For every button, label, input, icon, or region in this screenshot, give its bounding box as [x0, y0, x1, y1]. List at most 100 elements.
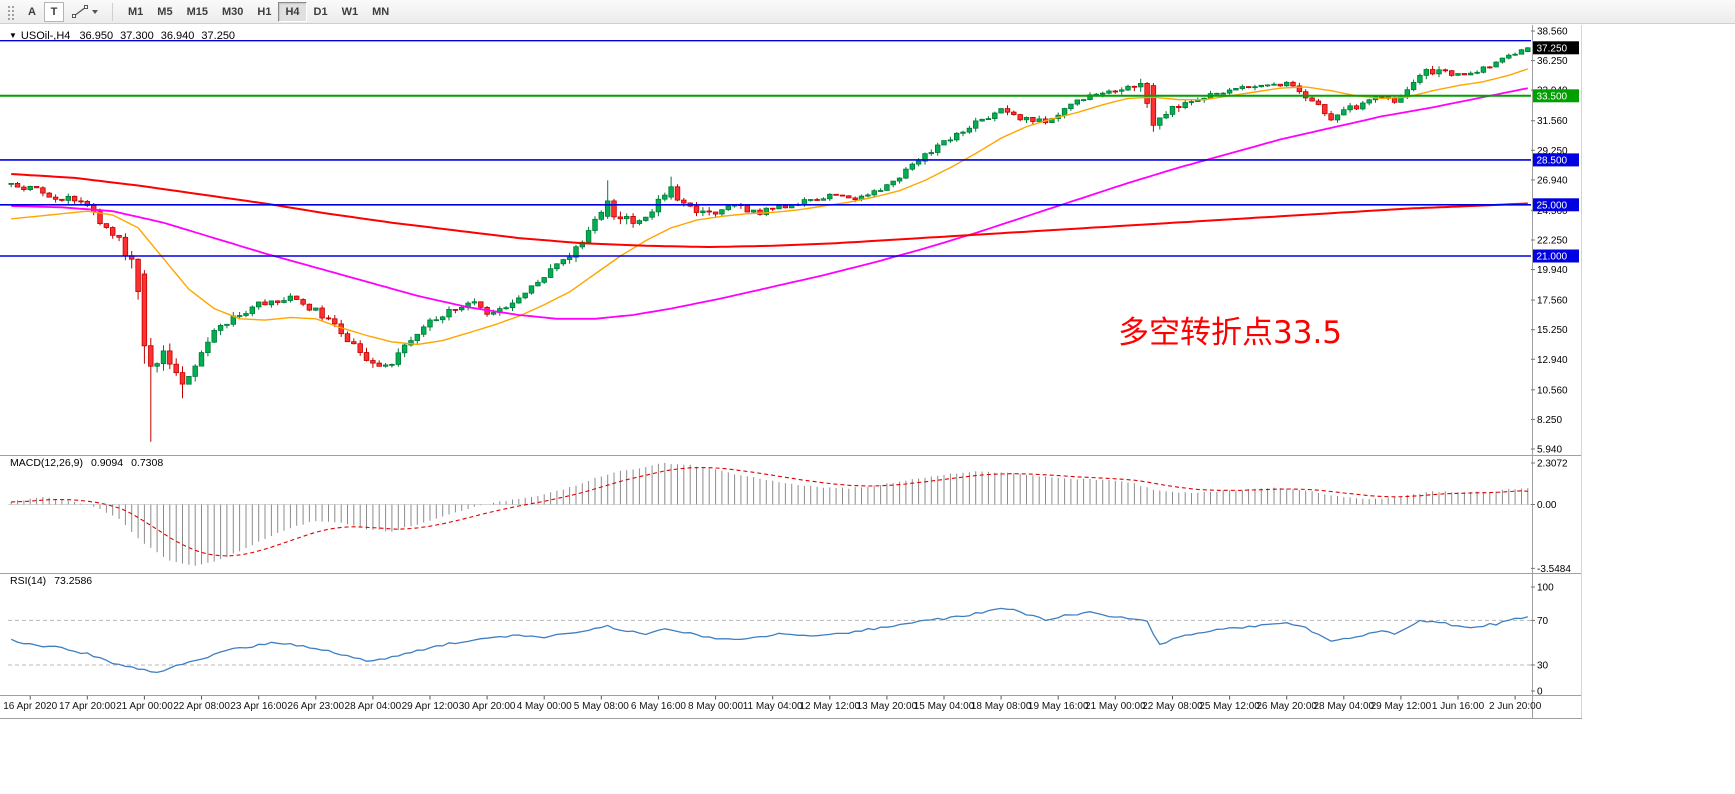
time-axis-label: 11 May 04:00 — [743, 701, 803, 712]
time-axis-label: 2 Jun 20:00 — [1489, 701, 1542, 712]
ma-line-slow — [11, 173, 1528, 249]
chart-high-value: 37.300 — [120, 30, 154, 42]
chart-close-value: 37.250 — [201, 30, 236, 42]
price-axis-label: 38.560 — [1537, 27, 1568, 38]
time-axis-label: 22 Apr 08:00 — [173, 701, 230, 712]
price-axis-label: 8.250 — [1537, 415, 1562, 426]
timeframe-button-mn[interactable]: MN — [372, 5, 390, 18]
time-axis-label: 26 May 20:00 — [1256, 701, 1317, 712]
rsi-label-row: RSI(14) 73.2586 — [10, 575, 92, 587]
macd-main-value: 0.9094 — [90, 457, 124, 469]
timeframe-button-m5[interactable]: M5 — [157, 5, 173, 18]
timeframe-button-m1[interactable]: M1 — [128, 5, 144, 18]
timeframe-button-m30[interactable]: M30 — [221, 5, 244, 18]
time-axis-label: 13 May 20:00 — [857, 701, 918, 712]
price-axis-label: 12.940 — [1537, 355, 1568, 366]
price-badge-text: 33.500 — [1537, 91, 1568, 102]
chart-low-value: 36.940 — [160, 30, 195, 42]
time-axis-label: 15 May 04:00 — [914, 701, 975, 712]
price-badge — [1533, 153, 1579, 167]
time-axis-label: 17 Apr 20:00 — [59, 701, 116, 712]
price-axis-label: 36.250 — [1537, 56, 1568, 67]
macd-panel: 2.3072 0.00 -3.5484 — [8, 458, 1571, 575]
price-axis-label: 15.250 — [1537, 325, 1568, 336]
price-badge — [1533, 198, 1579, 212]
price-axis-label: 19.940 — [1537, 265, 1568, 276]
time-axis-label: 8 May 00:00 — [688, 701, 743, 712]
chart-annotation: 多空转折点33.5 — [1118, 315, 1343, 351]
time-axis-label: 16 Apr 2020 — [3, 701, 57, 712]
timeframe-button-m15[interactable]: M15 — [186, 5, 208, 18]
price-axis-label: 24.560 — [1537, 206, 1568, 217]
price-badge-text: 37.250 — [1537, 43, 1568, 54]
candles-layer — [8, 47, 1531, 385]
time-axis-label: 12 May 12:00 — [799, 701, 860, 712]
price-axis-label: 22.250 — [1537, 236, 1568, 247]
trendline-icon — [72, 5, 88, 18]
time-axis-label: 19 May 16:00 — [1028, 701, 1089, 712]
time-axis-label: 23 Apr 16:00 — [230, 701, 287, 712]
macd-axis-label: 0.00 — [1537, 500, 1557, 511]
timeframe-button-h4[interactable]: H4 — [278, 1, 307, 22]
time-axis-label: 29 May 12:00 — [1371, 701, 1432, 712]
macd-signal-line — [11, 467, 1528, 557]
timeframe-button-w1[interactable]: W1 — [341, 5, 359, 18]
time-axis-label: 30 Apr 20:00 — [459, 701, 516, 712]
text-tool-button[interactable]: T — [44, 1, 64, 22]
toolbar: A T M1 M5 M15 M30 H1 H4 D1 W1 MN — [0, 0, 1735, 24]
macd-axis-label: 2.3072 — [1537, 458, 1568, 469]
timeframe-button-d1[interactable]: D1 — [313, 5, 328, 18]
timeframe-buttons: M1 M5 M15 M30 H1 H4 D1 W1 MN — [121, 1, 396, 22]
rsi-line — [10, 607, 1528, 674]
symbol-dropdown-icon[interactable]: ▼ — [9, 31, 17, 40]
price-badge-text: 25.000 — [1537, 200, 1568, 211]
shapes-tool-button[interactable] — [66, 2, 104, 22]
price-axis-label: 26.940 — [1537, 175, 1568, 186]
rsi-axis-label: 100 — [1537, 583, 1554, 594]
macd-signal-value: 0.7308 — [131, 457, 164, 469]
rsi-axis-label: 30 — [1537, 660, 1549, 671]
price-badge-text: 28.500 — [1537, 155, 1568, 166]
rsi-panel: 100 70 30 0 — [8, 583, 1554, 698]
time-axis-label: 21 Apr 00:00 — [116, 701, 173, 712]
price-axis-label: 10.560 — [1537, 385, 1568, 396]
rsi-label: RSI(14) — [10, 575, 47, 587]
toolbar-separator — [112, 2, 113, 21]
time-axis-label: 21 May 00:00 — [1085, 701, 1146, 712]
price-badge-text: 21.000 — [1537, 252, 1568, 263]
macd-label: MACD(12,26,9) — [10, 457, 83, 469]
timeframe-button-h1[interactable]: H1 — [257, 5, 272, 18]
price-badge — [1533, 89, 1579, 103]
chart-symbol-period: USOil-,H4 — [20, 30, 71, 42]
price-badge — [1533, 249, 1579, 263]
price-axis-label: 29.250 — [1537, 146, 1568, 157]
time-axis-label: 4 May 00:00 — [517, 701, 572, 712]
time-axis-label: 22 May 08:00 — [1142, 701, 1203, 712]
chart-header: ▼ USOil-,H4 36.950 37.300 36.940 37.250 — [9, 30, 242, 42]
time-axis: 16 Apr 2020 17 Apr 20:00 21 Apr 00:00 22 Ap… — [3, 696, 1542, 712]
candle-wicks-down — [17, 65, 1491, 442]
price-axis: 38.56036.25033.94031.56029.25026.94024.5… — [1531, 27, 1579, 456]
macd-label-row: MACD(12,26,9) 0.9094 0.7308 — [10, 457, 163, 469]
price-badge — [1533, 41, 1579, 55]
time-axis-label: 5 May 08:00 — [574, 701, 629, 712]
time-axis-label: 18 May 08:00 — [971, 701, 1032, 712]
ma-line-medium — [11, 87, 1528, 320]
chevron-down-icon — [92, 9, 98, 14]
price-axis-label: 5.940 — [1537, 445, 1562, 456]
cursor-tool-button[interactable]: A — [28, 5, 36, 18]
toolbar-grip[interactable] — [6, 3, 15, 20]
time-axis-label: 28 May 04:00 — [1313, 701, 1374, 712]
macd-axis-label: -3.5484 — [1537, 564, 1571, 575]
rsi-axis-label: 0 — [1537, 687, 1543, 698]
macd-histogram — [10, 462, 1529, 566]
price-axis-label: 17.560 — [1537, 296, 1568, 307]
panel-frame — [0, 25, 1582, 719]
time-axis-label: 25 May 12:00 — [1199, 701, 1260, 712]
price-axis-label: 31.560 — [1537, 116, 1568, 127]
price-panel — [0, 40, 1531, 442]
time-axis-label: 6 May 16:00 — [631, 701, 686, 712]
time-axis-label: 29 Apr 12:00 — [402, 701, 459, 712]
